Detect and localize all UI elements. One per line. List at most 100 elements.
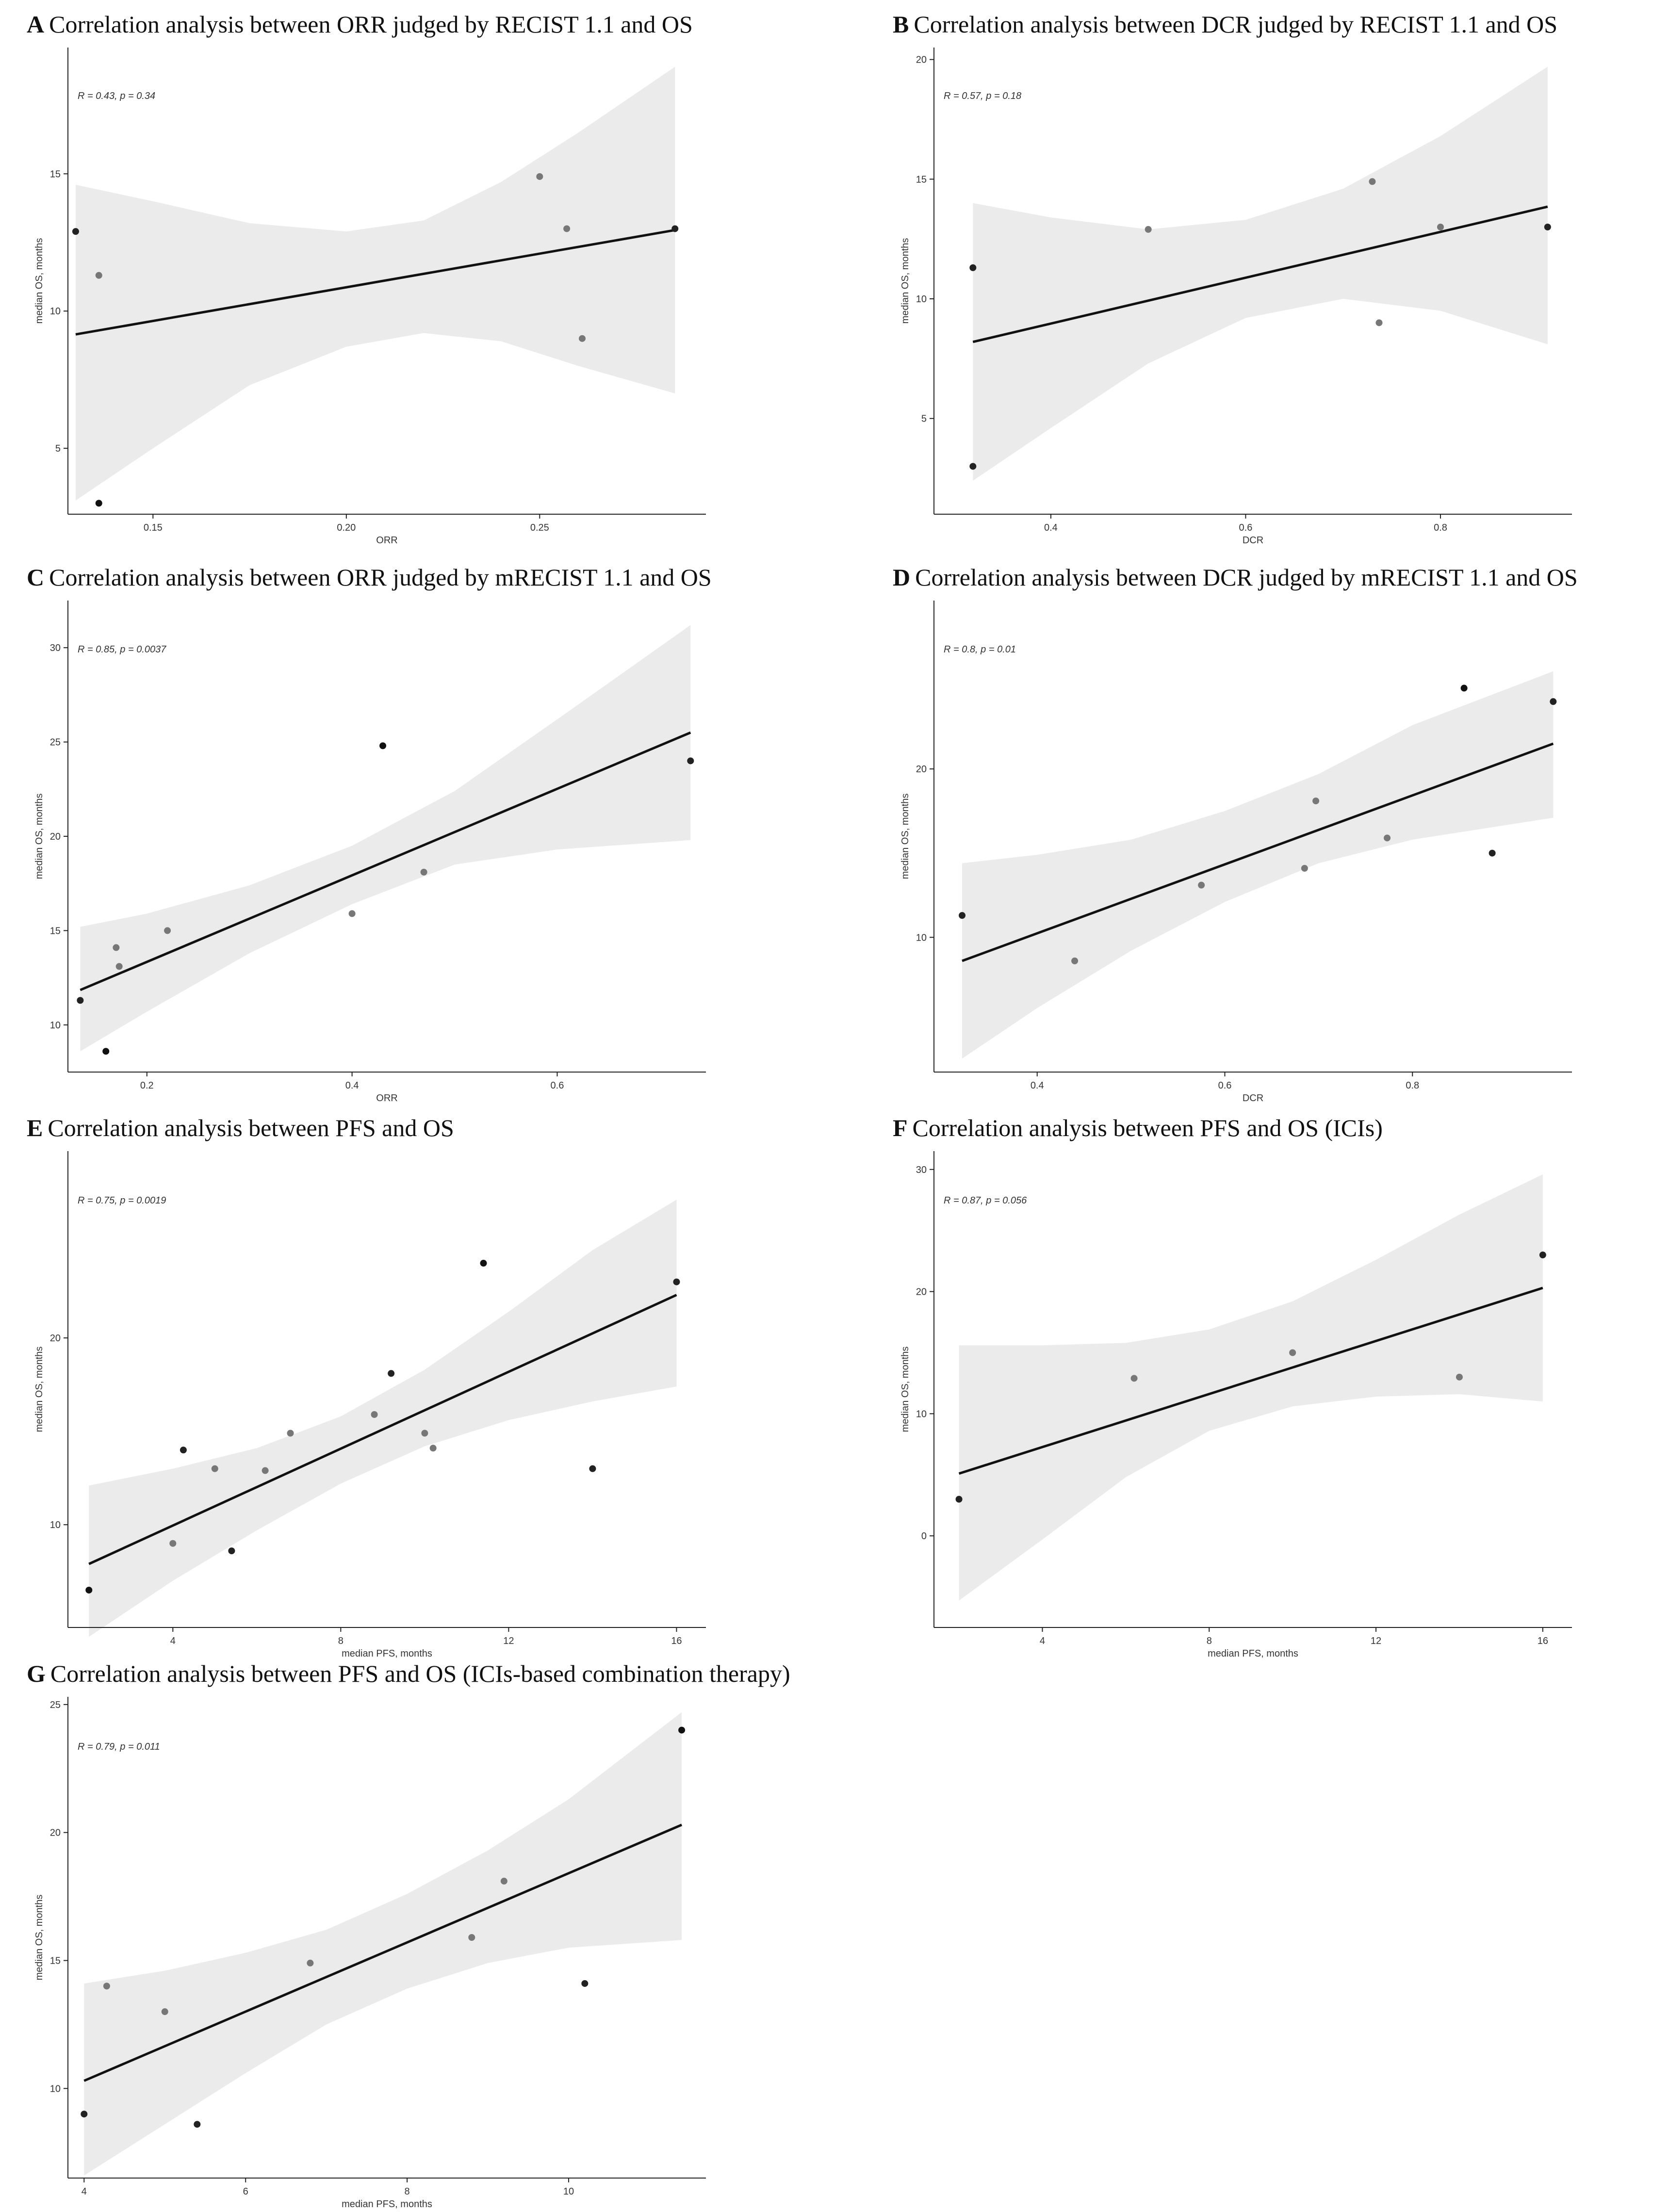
y-tick-label: 30 — [50, 643, 61, 653]
y-tick-label: 15 — [916, 174, 927, 185]
correlation-annotation: R = 0.87, p = 0.056 — [944, 1195, 1027, 1206]
confidence-band — [75, 66, 675, 501]
x-axis-label: median PFS, months — [342, 2199, 432, 2210]
y-tick-label: 10 — [916, 294, 927, 305]
panel-title-text: Correlation analysis between DCR judged … — [914, 11, 1558, 38]
regression-line — [88, 1294, 677, 1565]
data-point — [211, 1465, 218, 1472]
panel-title-text: Correlation analysis between PFS and OS — [48, 1114, 454, 1141]
correlation-annotation: R = 0.43, p = 0.34 — [78, 91, 155, 101]
panel-letter: B — [893, 11, 909, 38]
x-axis-label: ORR — [376, 535, 397, 546]
data-point — [194, 2121, 201, 2128]
y-tick-label: 20 — [916, 55, 927, 65]
y-axis-label: median OS, months — [900, 794, 911, 879]
y-tick-label: 20 — [916, 764, 927, 775]
x-tick-label: 12 — [503, 1636, 514, 1646]
y-axis-label: median OS, months — [34, 794, 45, 879]
panel-title: D Correlation analysis between DCR judged… — [893, 563, 1578, 592]
y-tick-label: 10 — [916, 932, 927, 943]
panel-letter: E — [27, 1114, 43, 1141]
x-tick-label: 4 — [1040, 1636, 1045, 1646]
data-point — [115, 963, 123, 970]
data-point — [95, 272, 102, 279]
panel-title-text: Correlation analysis between ORR judged … — [49, 11, 693, 38]
data-point — [678, 1726, 686, 1734]
x-axis-label: ORR — [376, 1093, 397, 1104]
data-point — [1289, 1349, 1296, 1356]
data-point — [1312, 797, 1320, 805]
data-point — [113, 944, 120, 951]
data-point — [1544, 224, 1551, 230]
data-point — [161, 2008, 168, 2016]
y-tick-label: 15 — [50, 169, 61, 179]
panel-title: A Correlation analysis between ORR judged… — [27, 10, 693, 39]
y-tick-label: 0 — [921, 1531, 927, 1542]
data-point — [388, 1370, 395, 1377]
y-axis-label: median OS, months — [900, 1347, 911, 1432]
data-point — [1130, 1375, 1138, 1382]
x-tick-label: 0.15 — [144, 522, 163, 533]
x-tick-label: 0.4 — [345, 1080, 359, 1091]
data-point — [1384, 834, 1391, 842]
panel-title-text: Correlation analysis between DCR judged … — [915, 564, 1578, 591]
regression-line — [75, 228, 675, 336]
x-tick-label: 4 — [170, 1636, 176, 1646]
y-axis-label: median OS, months — [34, 1895, 45, 1981]
correlation-annotation: R = 0.85, p = 0.0037 — [78, 644, 166, 655]
y-tick-label: 30 — [916, 1165, 927, 1175]
data-point — [959, 912, 966, 919]
data-point — [1489, 849, 1496, 857]
y-tick-label: 5 — [921, 414, 927, 424]
regression-line — [962, 742, 1554, 962]
data-point — [1198, 881, 1205, 889]
y-tick-label: 20 — [916, 1287, 927, 1298]
data-point — [671, 225, 679, 232]
scatter-chart-a: 0.15 0.20 0.25 5 10 15 ORR median OS, months R =… — [34, 48, 706, 546]
x-tick-label: 0.6 — [551, 1080, 564, 1091]
confidence-band — [89, 1200, 677, 1637]
regression-line — [80, 731, 691, 992]
x-tick-label: 0.8 — [1406, 1080, 1419, 1091]
y-tick-label: 10 — [50, 2083, 61, 2094]
data-point — [673, 1278, 680, 1285]
data-point — [77, 997, 84, 1004]
x-tick-label: 8 — [338, 1636, 344, 1646]
x-tick-label: 0.4 — [1031, 1080, 1044, 1091]
data-point — [95, 500, 102, 507]
data-point — [578, 335, 586, 342]
x-tick-label: 0.25 — [530, 522, 549, 533]
y-tick-label: 25 — [50, 1700, 61, 1710]
y-tick-label: 25 — [50, 737, 61, 748]
correlation-annotation: R = 0.8, p = 0.01 — [944, 644, 1016, 655]
data-point — [228, 1547, 235, 1555]
x-axis-label: median PFS, months — [1208, 1648, 1298, 1659]
data-point — [1460, 684, 1468, 692]
data-point — [307, 1959, 314, 1967]
data-point — [969, 463, 977, 470]
panel-letter: G — [27, 1660, 46, 1687]
data-point — [969, 264, 977, 271]
y-tick-label: 20 — [50, 1333, 61, 1344]
panel-title: E Correlation analysis between PFS and OS — [27, 1113, 454, 1142]
x-tick-label: 8 — [405, 2186, 410, 2197]
panel-letter: D — [893, 564, 911, 591]
data-point — [1437, 224, 1444, 230]
confidence-band — [959, 1174, 1543, 1601]
data-point — [287, 1430, 294, 1437]
data-point — [379, 742, 387, 749]
confidence-band — [80, 625, 691, 1052]
panel-title-text: Correlation analysis between PFS and OS … — [912, 1114, 1383, 1141]
x-tick-label: 0.4 — [1044, 522, 1058, 533]
panel-title-text: Correlation analysis between PFS and OS … — [50, 1660, 790, 1687]
x-tick-label: 6 — [243, 2186, 248, 2197]
data-point — [180, 1447, 187, 1454]
x-tick-label: 16 — [671, 1636, 682, 1646]
data-point — [421, 1430, 428, 1437]
regression-line — [972, 205, 1548, 343]
x-tick-label: 0.6 — [1239, 522, 1253, 533]
correlation-annotation: R = 0.79, p = 0.011 — [78, 1741, 160, 1752]
confidence-band — [84, 1712, 682, 2176]
data-point — [500, 1877, 507, 1885]
data-point — [262, 1467, 269, 1474]
